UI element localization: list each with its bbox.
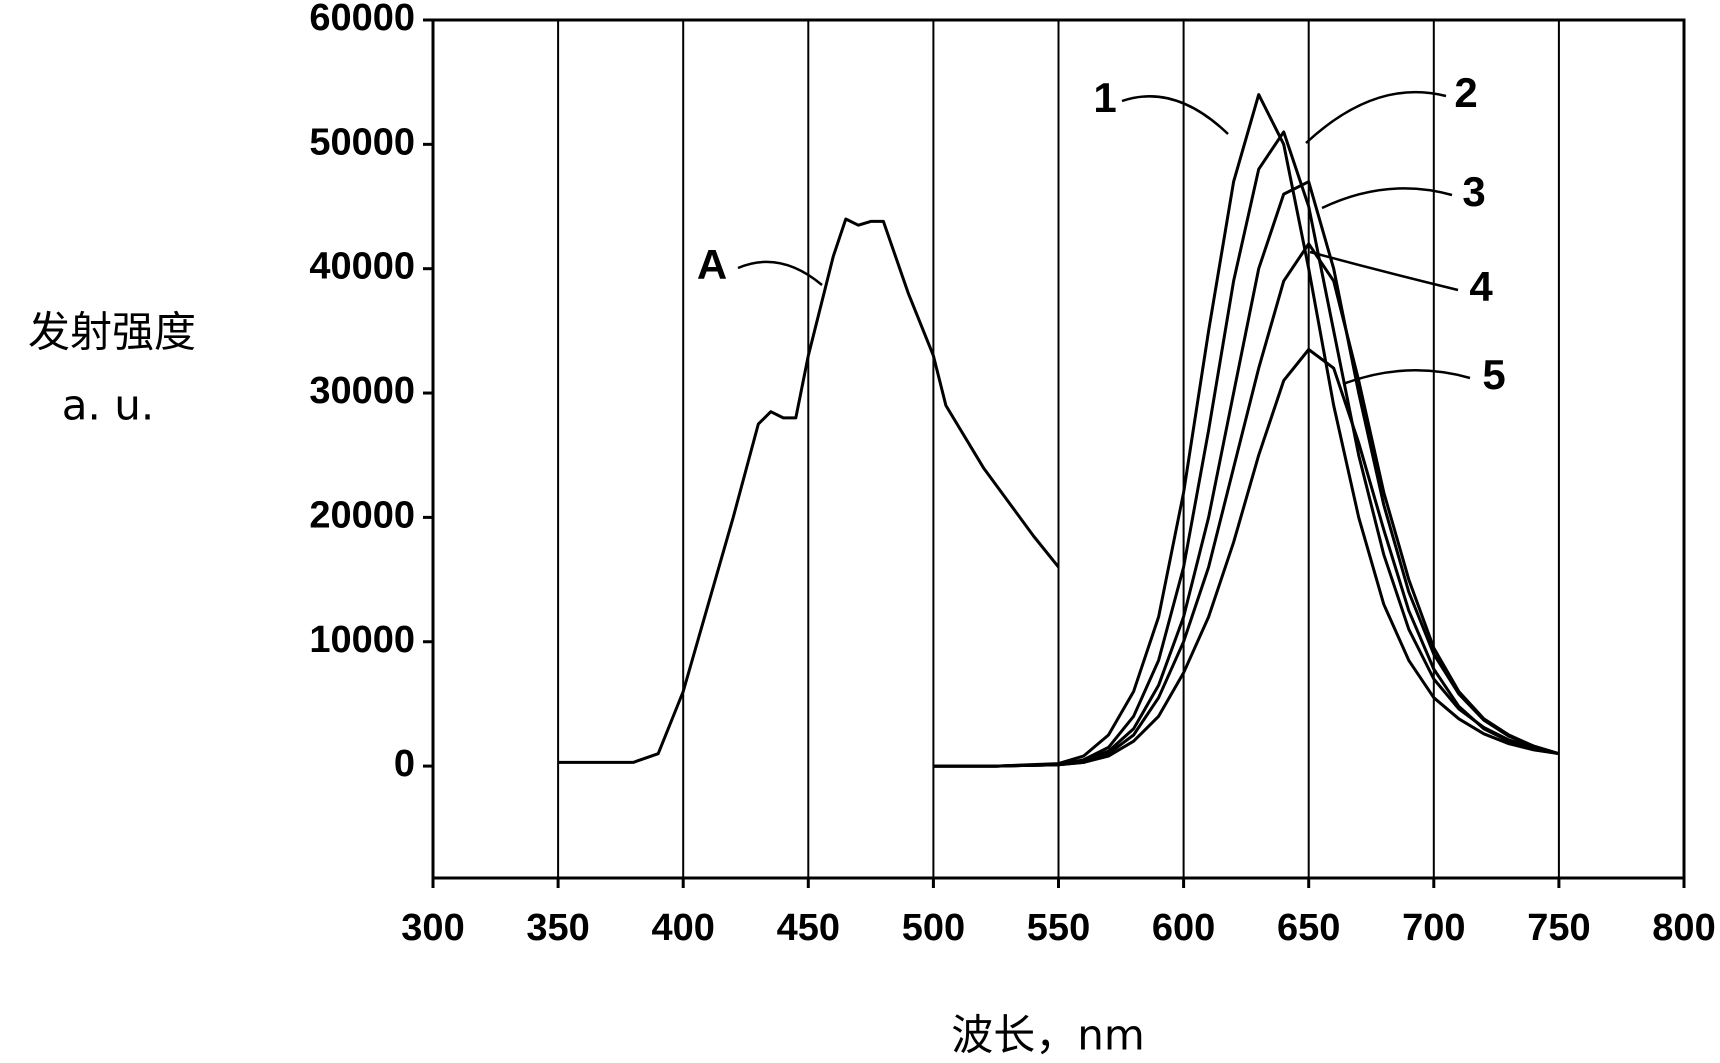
y-tick-label: 10000 [309, 619, 415, 661]
x-tick-label: 450 [777, 907, 840, 949]
leader-line [1306, 92, 1446, 143]
y-axis-unit: a. u. [62, 381, 154, 430]
x-tick-label: 550 [1027, 907, 1090, 949]
line-series [933, 132, 1559, 766]
x-tick-label: 300 [401, 907, 464, 949]
series-label: 1 [1093, 74, 1116, 121]
x-tick-label: 400 [651, 907, 714, 949]
series-label: A [697, 241, 727, 288]
x-axis-title: 波长，nm [951, 1011, 1145, 1060]
leader-line [1122, 96, 1228, 134]
series-label: 3 [1462, 168, 1485, 215]
x-tick-label: 750 [1527, 907, 1590, 949]
leader-line [1343, 370, 1470, 384]
series-label: 2 [1454, 69, 1477, 116]
line-series [933, 244, 1559, 766]
y-tick-label: 60000 [309, 0, 415, 39]
series-label: 4 [1469, 263, 1493, 310]
y-tick-label: 40000 [309, 246, 415, 288]
y-tick-label: 20000 [309, 494, 415, 536]
x-tick-label: 350 [526, 907, 589, 949]
series-label: 5 [1482, 351, 1505, 398]
x-tick-label: 700 [1402, 907, 1465, 949]
leader-line [1322, 188, 1452, 208]
x-tick-label: 650 [1277, 907, 1340, 949]
leader-line [1310, 252, 1458, 290]
y-tick-label: 50000 [309, 121, 415, 163]
leader-line [738, 262, 822, 285]
y-tick-label: 30000 [309, 370, 415, 412]
x-tick-label: 800 [1652, 907, 1715, 949]
x-tick-label: 500 [902, 907, 965, 949]
x-tick-label: 600 [1152, 907, 1215, 949]
y-axis-title: 发射强度 [28, 308, 196, 357]
y-tick-label: 0 [394, 743, 415, 785]
line-series [933, 182, 1559, 766]
